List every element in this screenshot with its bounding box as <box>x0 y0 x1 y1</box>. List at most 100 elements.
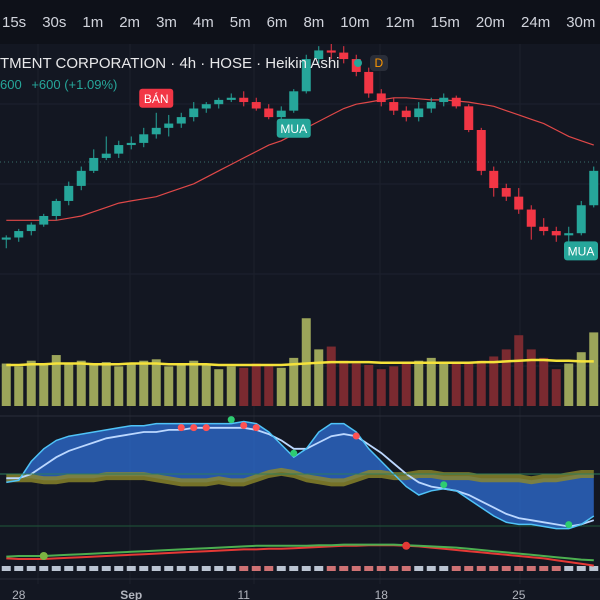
trend-histogram-bar <box>164 566 174 571</box>
timeframe-3m[interactable]: 3m <box>156 13 177 31</box>
trend-histogram-bar <box>264 566 274 571</box>
x-axis: 28 Sep 11 18 25 <box>12 588 526 600</box>
volume-bar <box>339 360 349 406</box>
volume-bar <box>326 346 336 406</box>
candle-body <box>326 50 336 53</box>
timeframe-8m[interactable]: 8m <box>303 13 325 31</box>
trend-histogram-bar <box>389 566 399 571</box>
volume-bar <box>264 366 274 406</box>
volume-bar <box>64 363 74 406</box>
volume-bar <box>26 360 36 406</box>
candle-body <box>551 231 561 236</box>
candle-body <box>389 102 399 111</box>
timeframe-20m[interactable]: 20m <box>475 13 506 31</box>
trend-histogram-bar <box>514 566 524 571</box>
volume-bar <box>289 357 299 406</box>
signal-buy: MUA <box>276 118 311 138</box>
volume-bar <box>489 356 499 406</box>
volume-bar <box>464 362 474 406</box>
trend-histogram-bar <box>89 566 99 571</box>
volume-bar <box>551 369 561 406</box>
timeframe-4m[interactable]: 4m <box>192 13 214 31</box>
x-axis-label: 28 <box>12 588 26 600</box>
volume-bar <box>539 357 549 406</box>
candle-body <box>289 91 299 111</box>
trend-histogram-bar <box>564 566 574 571</box>
trend-histogram-bar <box>64 566 74 571</box>
trend-histogram-bar <box>301 566 311 571</box>
volume-pane <box>1 318 599 406</box>
candle-body <box>151 127 161 135</box>
candle-body <box>1 237 11 240</box>
volume-bar <box>389 366 399 406</box>
trend-histogram-bar <box>226 566 236 571</box>
volume-bar <box>564 363 574 406</box>
volume-bar <box>576 352 586 406</box>
candle-body <box>214 99 224 105</box>
trend-histogram-bar <box>126 566 136 571</box>
timeframe-15m[interactable]: 15m <box>430 13 460 31</box>
candle-body <box>426 102 436 109</box>
trend-histogram-bar <box>239 566 249 571</box>
trend-histogram-bar <box>201 566 211 571</box>
candle-body <box>239 97 249 103</box>
volume-bar <box>39 363 49 406</box>
candle-body <box>464 106 474 130</box>
timeframe-6m[interactable]: 6m <box>266 13 288 31</box>
oscillator-sell-dot <box>190 424 198 432</box>
volume-bar <box>176 364 186 406</box>
oscillator-sell-dot <box>252 424 260 432</box>
candle-body <box>401 110 411 118</box>
market-status-dot-icon <box>353 59 362 67</box>
volume-bar <box>251 363 261 406</box>
x-axis-label: 11 <box>238 588 251 600</box>
trend-histogram-bar <box>14 566 24 571</box>
candle-body <box>101 153 111 158</box>
signal-buy: MUA <box>564 241 598 261</box>
volume-bar <box>51 355 61 406</box>
trend-histogram-bar <box>189 566 199 571</box>
volume-bar <box>239 367 249 406</box>
trend-histogram-bar <box>351 566 361 571</box>
candle-body <box>164 123 174 128</box>
timeframe-10m[interactable]: 10m <box>340 13 370 31</box>
candle-body <box>526 209 536 227</box>
oscillator-yellow-band <box>6 467 594 487</box>
candle-body <box>176 117 186 124</box>
volume-bar <box>426 357 436 406</box>
timeframe-12m[interactable]: 12m <box>385 13 415 31</box>
timeframe-5m[interactable]: 5m <box>229 13 251 31</box>
trend-histogram-bar <box>26 566 36 571</box>
volume-bar <box>589 332 599 406</box>
candle-body <box>51 200 61 216</box>
timeframe-15s[interactable]: 15s <box>2 13 27 31</box>
volume-bar <box>101 362 111 406</box>
oscillator-buy-dot <box>565 521 573 529</box>
candle-body <box>26 224 36 232</box>
trend-histogram-bar <box>151 566 161 571</box>
candle-body <box>539 226 549 232</box>
timeframe-2m[interactable]: 2m <box>119 13 141 31</box>
timeframe-1m[interactable]: 1m <box>82 13 104 31</box>
volume-bar <box>164 366 174 406</box>
signal-sell: BÁN <box>139 88 174 108</box>
volume-bar <box>126 363 136 406</box>
candle-body <box>89 157 99 171</box>
chart-canvas[interactable]: BÁN MUA MUA 28 Sep 11 18 25 <box>0 44 600 600</box>
candle-body <box>64 185 74 201</box>
volume-ma-line <box>6 358 594 367</box>
trend-histogram-bar <box>39 566 49 571</box>
interval-badge[interactable]: D <box>369 55 389 71</box>
trend-sell-dot <box>402 541 411 550</box>
trend-histogram-bar <box>214 566 224 571</box>
volume-bar <box>314 349 324 406</box>
oscillator-sell-dot <box>240 422 248 429</box>
quote-change: +600 (+1.09%) <box>31 77 118 92</box>
timeframe-30m[interactable]: 30m <box>566 13 596 31</box>
trend-histogram-bar <box>114 566 124 571</box>
timeframe-30s[interactable]: 30s <box>42 13 67 31</box>
candle-body <box>226 97 236 100</box>
timeframe-24m[interactable]: 24m <box>521 13 551 31</box>
trend-histogram-bar <box>176 566 186 571</box>
candle-body <box>76 170 86 186</box>
